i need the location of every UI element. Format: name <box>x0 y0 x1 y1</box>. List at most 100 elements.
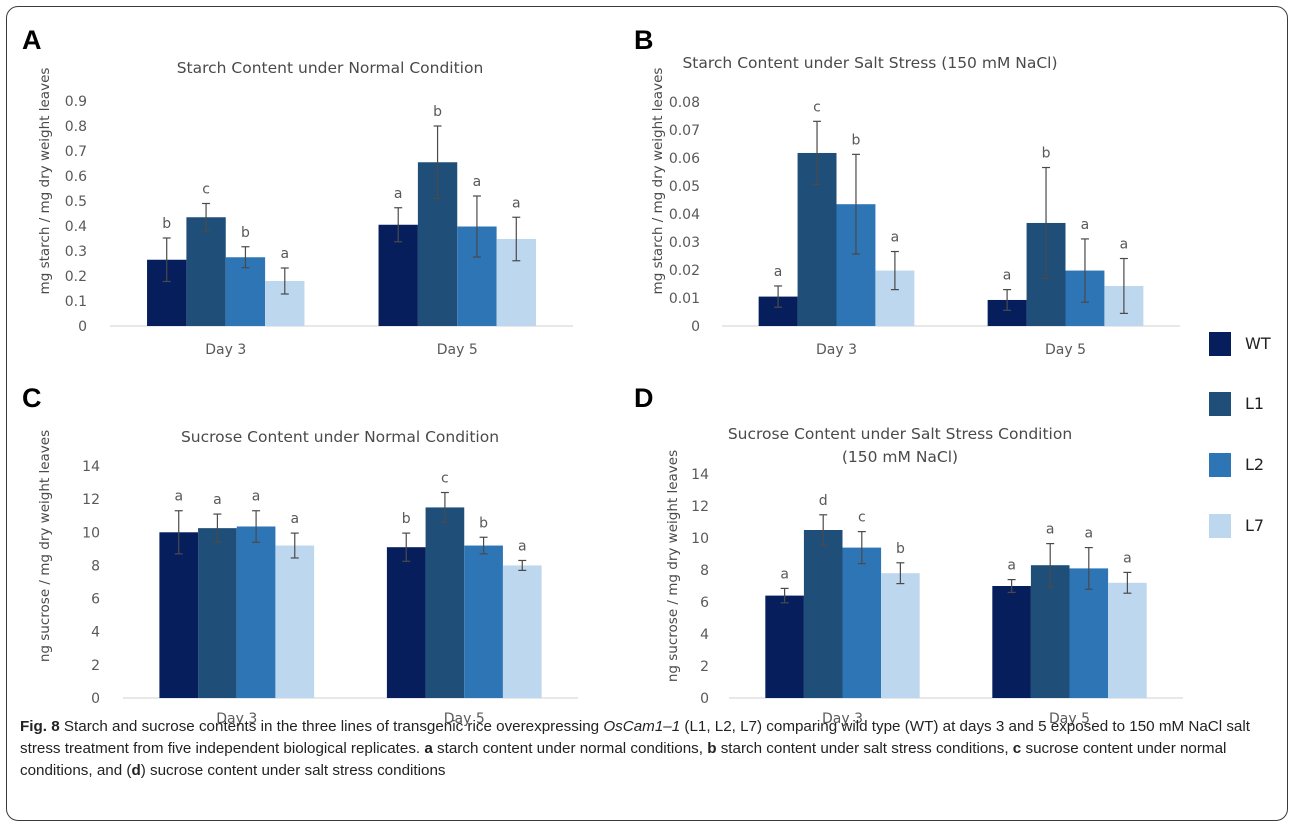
chart-title-c: Sucrose Content under Normal Condition <box>180 428 500 446</box>
x-category-label-a: Day 5 <box>437 342 478 358</box>
legend-swatch-wt <box>1209 332 1231 356</box>
y-tick-label-b: 0.04 <box>669 207 700 223</box>
significance-letter-c: c <box>441 471 449 487</box>
y-tick-label-a: 0.2 <box>65 269 87 285</box>
caption-letter-c: c <box>1012 740 1022 757</box>
significance-letter-d: a <box>1046 522 1055 538</box>
caption-letter-d: d <box>131 762 141 779</box>
legend-swatch-l2 <box>1209 453 1231 477</box>
y-tick-label-d: 0 <box>700 691 709 707</box>
legend-item-l7: L7 <box>1209 514 1289 538</box>
caption-text-2: (L1, L2, L7) comparing wild type (WT) at… <box>20 718 1250 757</box>
panel-letter-c: C <box>22 383 42 413</box>
significance-letter-a: a <box>473 174 482 190</box>
y-tick-label-d: 2 <box>700 659 709 675</box>
significance-letter-c: a <box>290 511 299 527</box>
caption-letter-b: b <box>707 740 717 757</box>
chart-title-a: Starch Content under Normal Condition <box>176 59 484 77</box>
bar-c-wt <box>159 532 199 698</box>
chart-title-d: Sucrose Content under Salt Stress Condit… <box>727 425 1073 443</box>
legend-item-wt: WT <box>1209 332 1289 356</box>
significance-letter-a: a <box>512 195 521 211</box>
bar-d-l2 <box>1069 568 1109 698</box>
legend-label-l1: L1 <box>1245 394 1265 413</box>
y-tick-label-a: 0.4 <box>65 219 87 235</box>
y-tick-label-b: 0 <box>691 319 700 335</box>
y-tick-label-a: 0.5 <box>65 194 87 210</box>
y-tick-label-c: 4 <box>91 625 100 641</box>
legend-label-l2: L2 <box>1245 455 1265 474</box>
panel-letter-b: B <box>634 25 654 55</box>
significance-letter-b: a <box>1120 237 1129 253</box>
y-tick-label-d: 8 <box>700 563 709 579</box>
x-category-label-d: Day 3 <box>822 711 863 727</box>
bar-d-l7 <box>881 573 920 698</box>
y-tick-label-b: 0.06 <box>669 151 700 167</box>
y-tick-label-c: 6 <box>91 592 100 608</box>
significance-letter-c: b <box>479 515 488 531</box>
significance-letter-b: a <box>891 230 900 246</box>
legend-swatch-l1 <box>1209 392 1231 416</box>
y-tick-label-a: 0.7 <box>65 144 87 160</box>
y-tick-label-c: 10 <box>82 525 100 541</box>
y-tick-label-a: 0.1 <box>65 294 87 310</box>
y-tick-label-a: 0.8 <box>65 119 87 135</box>
bar-c-l7 <box>502 565 542 698</box>
caption-fig-label: Fig. 8 <box>20 718 60 735</box>
caption-letter-a: a <box>424 740 433 757</box>
y-tick-label-b: 0.03 <box>669 235 700 251</box>
bar-c-wt <box>386 547 426 698</box>
y-tick-label-b: 0.08 <box>669 95 700 111</box>
bar-c-l1 <box>425 507 465 698</box>
legend-swatch-l7 <box>1209 514 1231 538</box>
y-tick-label-d: 14 <box>691 467 709 483</box>
bar-a-l1 <box>186 217 226 326</box>
bar-c-l7 <box>275 545 315 698</box>
caption-text-1: Starch and sucrose contents in the three… <box>59 718 604 735</box>
y-tick-label-c: 14 <box>82 459 100 475</box>
x-category-label-b: Day 5 <box>1045 342 1086 358</box>
bar-d-wt <box>992 586 1031 698</box>
caption-text-a: starch content under normal conditions, <box>432 740 708 757</box>
x-category-label-c: Day 5 <box>444 711 485 727</box>
legend-label-l7: L7 <box>1245 516 1265 535</box>
y-tick-label-c: 0 <box>91 691 100 707</box>
bar-c-l1 <box>198 528 237 698</box>
x-category-label-a: Day 3 <box>205 342 246 358</box>
significance-letter-d: b <box>896 541 905 557</box>
y-tick-label-a: 0.9 <box>65 94 87 110</box>
figure-caption: Fig. 8 Starch and sucrose contents in th… <box>20 716 1265 782</box>
significance-letter-b: a <box>1081 217 1090 233</box>
significance-letter-c: a <box>213 492 222 508</box>
y-tick-label-a: 0.6 <box>65 169 87 185</box>
significance-letter-b: b <box>1042 146 1051 162</box>
y-tick-label-a: 0 <box>78 319 87 335</box>
significance-letter-d: a <box>780 566 789 582</box>
legend-item-l1: L1 <box>1209 392 1289 416</box>
y-tick-label-b: 0.02 <box>669 263 700 279</box>
bar-d-wt <box>765 595 804 698</box>
caption-text-b: starch content under salt stress conditi… <box>716 740 1013 757</box>
y-tick-label-d: 12 <box>691 499 709 515</box>
y-tick-label-c: 12 <box>82 492 100 508</box>
caption-text-c: sucrose content under normal conditions,… <box>20 740 1227 779</box>
significance-letter-c: b <box>402 511 411 527</box>
y-tick-label-d: 10 <box>691 531 709 547</box>
y-tick-label-b: 0.07 <box>669 123 700 139</box>
legend-label-wt: WT <box>1245 334 1271 353</box>
y-tick-label-d: 6 <box>700 595 709 611</box>
caption-text-d: ) sucrose content under salt stress cond… <box>140 762 446 779</box>
y-tick-label-a: 0.3 <box>65 244 87 260</box>
caption-gene-name: OsCam1–1 <box>603 718 681 735</box>
x-category-label-b: Day 3 <box>816 342 857 358</box>
significance-letter-a: b <box>433 104 442 120</box>
bar-d-l7 <box>1108 582 1147 698</box>
bar-c-l2 <box>236 526 276 698</box>
significance-letter-c: a <box>174 489 183 505</box>
y-tick-label-b: 0.05 <box>669 179 700 195</box>
significance-letter-d: a <box>1123 550 1132 566</box>
